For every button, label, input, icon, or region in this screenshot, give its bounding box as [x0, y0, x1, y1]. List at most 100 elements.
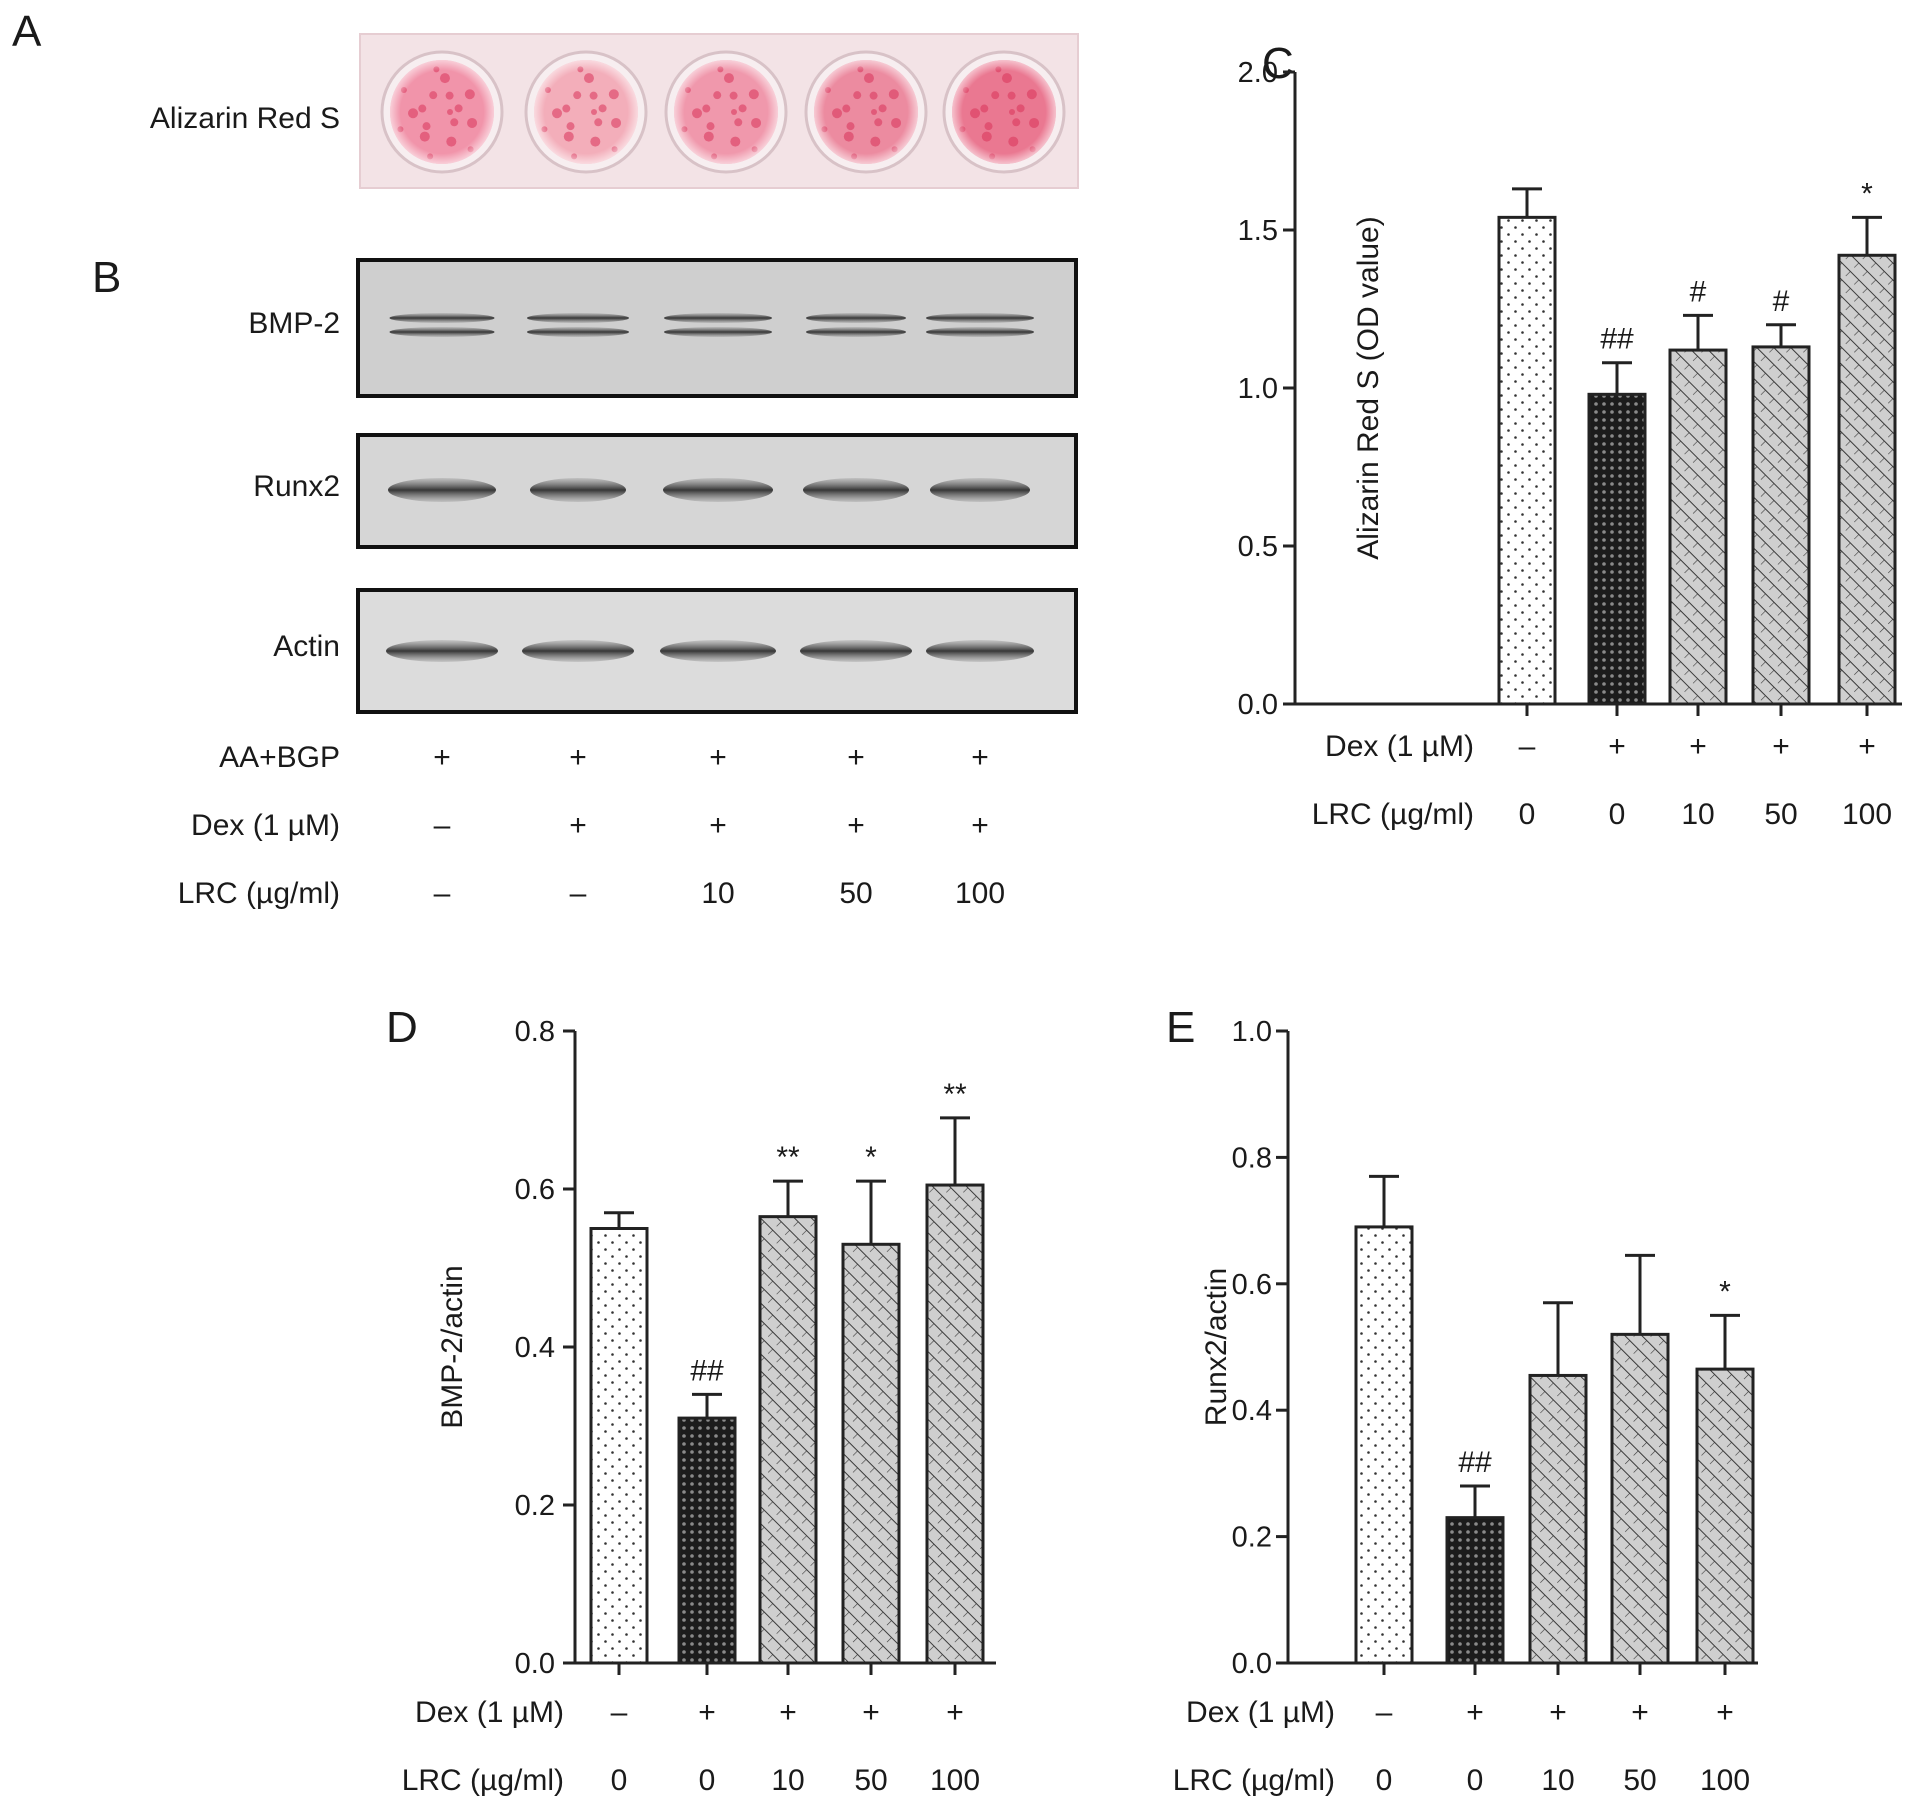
y-tick-label: 0.4	[1232, 1395, 1272, 1427]
band-runx2	[803, 478, 909, 502]
condition-value: 50	[854, 1764, 887, 1797]
condition-value: +	[847, 741, 865, 774]
condition-value: 100	[930, 1764, 980, 1797]
bar	[1751, 345, 1811, 706]
y-tick-label: 0.4	[515, 1332, 555, 1364]
y-tick-label: 0.2	[515, 1490, 555, 1522]
band-bmp2	[664, 327, 772, 337]
band-bmp2	[806, 313, 906, 323]
condition-value: +	[569, 741, 587, 774]
y-tick-label: 2.0	[1238, 57, 1278, 89]
condition-value: +	[1608, 730, 1626, 763]
bar	[589, 1227, 649, 1665]
condition-value: +	[698, 1696, 716, 1729]
bar	[1668, 348, 1728, 706]
y-tick-label: 0.8	[515, 1016, 555, 1048]
band-bmp2	[527, 327, 629, 337]
bar	[1354, 1225, 1414, 1665]
condition-value: –	[434, 877, 451, 910]
significance-label: #	[1690, 275, 1707, 308]
bar	[1837, 253, 1897, 706]
y-tick-label: 0.0	[1232, 1648, 1272, 1680]
bar	[1528, 1373, 1588, 1665]
y-axis-label: Runx2/actin	[1200, 1268, 1233, 1426]
panel-letter-e: E	[1166, 1003, 1195, 1052]
well-rim	[390, 60, 494, 164]
condition-value: +	[847, 809, 865, 842]
condition-value: 10	[1681, 798, 1714, 831]
condition-value: +	[709, 809, 727, 842]
band-actin	[926, 640, 1034, 662]
bar	[758, 1215, 818, 1665]
band-runx2	[930, 478, 1030, 502]
significance-label: ##	[1458, 1446, 1492, 1479]
alizarin-row-label: Alizarin Red S	[150, 102, 340, 135]
significance-label: **	[943, 1078, 967, 1111]
condition-value: +	[779, 1696, 797, 1729]
band-bmp2	[664, 313, 772, 323]
condition-value: 50	[1764, 798, 1797, 831]
band-bmp2	[389, 327, 495, 337]
panel-letter-b: B	[92, 253, 121, 302]
band-bmp2	[527, 313, 629, 323]
condition-row-label: Dex (1 µM)	[415, 1696, 564, 1729]
significance-label: *	[1861, 177, 1873, 210]
condition-value: 50	[1623, 1764, 1656, 1797]
bar	[677, 1416, 737, 1665]
condition-value: 10	[771, 1764, 804, 1797]
condition-value: +	[1549, 1696, 1567, 1729]
condition-value: 0	[1609, 798, 1626, 831]
band-actin	[522, 640, 634, 662]
significance-label: **	[776, 1141, 800, 1174]
band-bmp2	[806, 327, 906, 337]
condition-row-label: LRC (µg/ml)	[402, 1764, 564, 1797]
condition-value: +	[1466, 1696, 1484, 1729]
well-rim	[952, 60, 1056, 164]
condition-value: +	[1716, 1696, 1734, 1729]
bar	[1497, 215, 1557, 706]
panel-b-condition-values: + + + + + – + + + + – – 10 50 100	[433, 741, 1005, 910]
condition-row-label: LRC (µg/ml)	[1312, 798, 1474, 831]
condition-value: 50	[839, 877, 872, 910]
panel-letter-d: D	[386, 1003, 418, 1052]
cond-label-dex: Dex (1 µM)	[191, 809, 340, 842]
well-rim	[674, 60, 778, 164]
blot-label-runx2: Runx2	[253, 470, 340, 503]
band-runx2	[530, 478, 626, 502]
y-tick-label: 1.0	[1232, 1016, 1272, 1048]
bar	[1445, 1516, 1505, 1665]
condition-value: 10	[701, 877, 734, 910]
condition-value: +	[1772, 730, 1790, 763]
chart-c: 0.0 0.5 1.0 1.5 2.0 Alizarin Red S (OD value)…	[1238, 57, 1902, 831]
blot-label-bmp2: BMP-2	[248, 307, 340, 340]
y-tick-label: 1.5	[1238, 215, 1278, 247]
bar	[925, 1183, 985, 1665]
condition-value: +	[1631, 1696, 1649, 1729]
panel-letter-c: C	[1262, 39, 1294, 88]
band-bmp2	[926, 327, 1034, 337]
condition-value: +	[433, 741, 451, 774]
condition-value: +	[1689, 730, 1707, 763]
bar	[1695, 1367, 1755, 1665]
band-bmp2	[926, 313, 1034, 323]
bar	[841, 1242, 901, 1665]
condition-value: +	[569, 809, 587, 842]
condition-value: +	[1858, 730, 1876, 763]
condition-value: 100	[1842, 798, 1892, 831]
condition-value: 0	[1519, 798, 1536, 831]
band-actin	[660, 640, 776, 662]
y-tick-label: 0.6	[515, 1174, 555, 1206]
band-actin	[386, 640, 498, 662]
y-tick-label: 0.8	[1232, 1142, 1272, 1174]
bar	[1610, 1332, 1670, 1665]
significance-label: ##	[1600, 323, 1634, 356]
condition-value: 10	[1541, 1764, 1574, 1797]
condition-value: –	[1376, 1696, 1393, 1729]
y-axis-label: Alizarin Red S (OD value)	[1352, 216, 1385, 559]
well-rim	[534, 60, 638, 164]
y-axis-label: BMP-2/actin	[436, 1265, 469, 1428]
condition-value: +	[862, 1696, 880, 1729]
significance-label: *	[1719, 1275, 1731, 1308]
